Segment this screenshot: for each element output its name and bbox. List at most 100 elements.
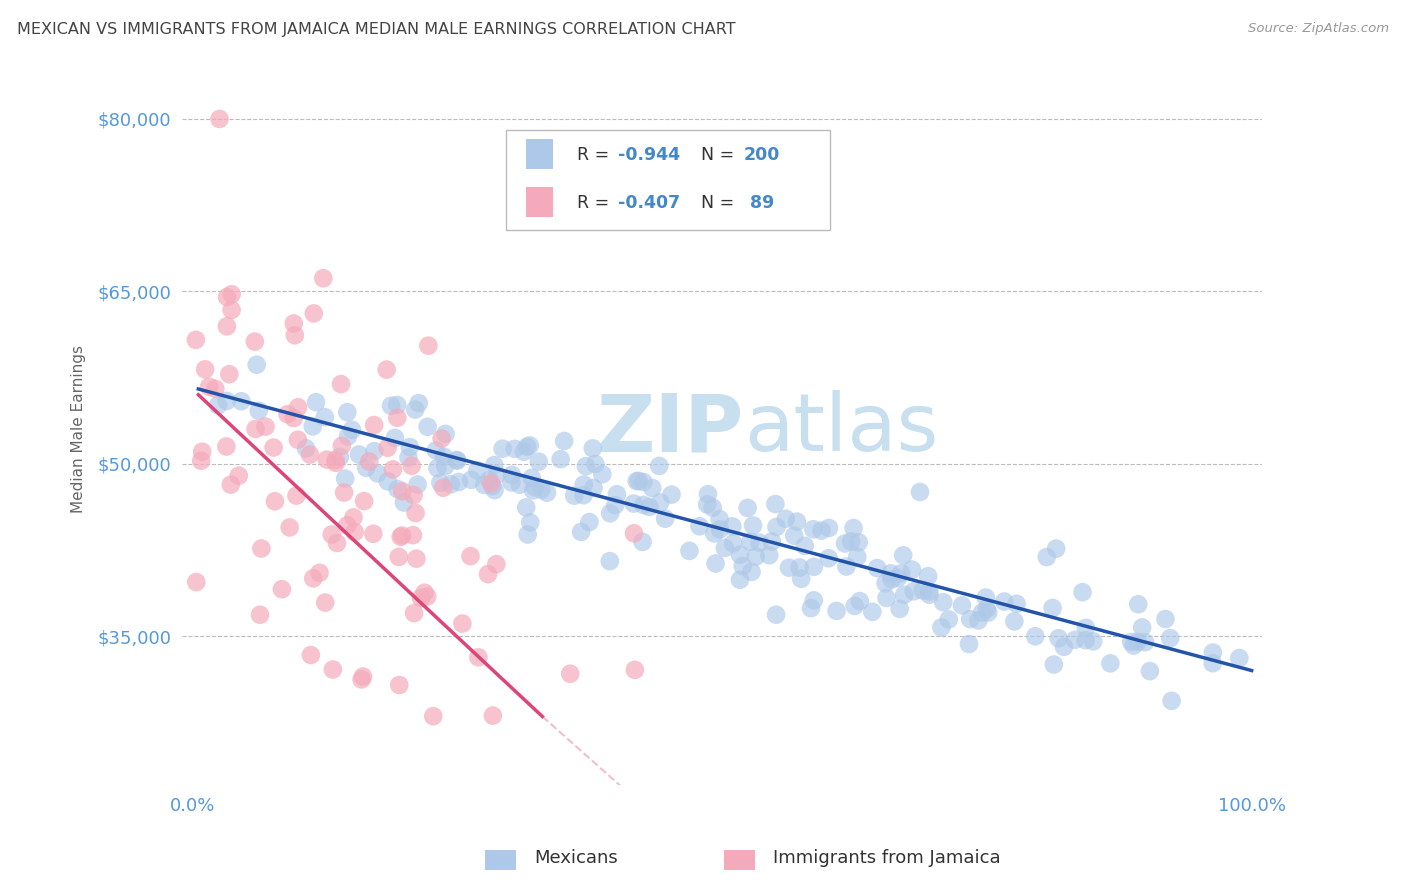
Point — [728, 573, 751, 587]
Point — [697, 487, 720, 501]
Point — [891, 549, 914, 563]
Point — [599, 506, 621, 520]
Point — [737, 500, 759, 515]
Point — [957, 637, 980, 651]
Point — [786, 515, 808, 529]
Point — [803, 559, 825, 574]
Point — [742, 518, 765, 533]
Point — [890, 566, 912, 581]
Point — [778, 560, 800, 574]
Point — [783, 529, 806, 543]
Point — [219, 477, 242, 491]
Point — [721, 536, 744, 550]
Point — [228, 468, 250, 483]
Point — [803, 593, 825, 607]
Point — [911, 583, 934, 598]
Point — [631, 535, 654, 549]
Point — [678, 544, 700, 558]
Point — [875, 576, 897, 591]
Point — [190, 453, 212, 467]
Point — [1042, 601, 1064, 615]
Point — [1227, 651, 1250, 665]
Point — [834, 536, 856, 550]
Point — [515, 500, 537, 515]
Point — [846, 549, 869, 564]
Point — [392, 495, 415, 509]
Point — [993, 594, 1015, 608]
Point — [377, 475, 399, 489]
Point — [849, 594, 872, 608]
Point — [336, 429, 359, 443]
FancyBboxPatch shape — [506, 130, 831, 230]
Point — [270, 582, 292, 597]
Point — [1002, 615, 1025, 629]
Point — [918, 584, 941, 599]
Point — [818, 521, 841, 535]
Point — [714, 541, 737, 555]
Point — [404, 402, 426, 417]
Point — [484, 458, 506, 472]
Point — [1154, 612, 1177, 626]
Point — [501, 467, 523, 482]
Point — [893, 588, 915, 602]
Point — [536, 485, 558, 500]
Point — [530, 483, 553, 497]
Point — [402, 606, 425, 620]
Point — [741, 565, 763, 579]
Point — [572, 477, 595, 491]
Point — [661, 487, 683, 501]
Point — [839, 534, 862, 549]
Point — [460, 549, 482, 563]
Point — [790, 572, 813, 586]
Point — [1024, 629, 1046, 643]
Point — [409, 591, 432, 605]
Point — [485, 558, 508, 572]
Point — [591, 467, 613, 482]
Point — [446, 453, 468, 467]
Point — [381, 462, 404, 476]
Point — [385, 398, 408, 412]
Point — [340, 423, 363, 437]
Point — [932, 595, 955, 609]
Point — [245, 422, 267, 436]
Point — [426, 461, 449, 475]
Point — [391, 528, 413, 542]
Point — [363, 418, 385, 433]
Point — [215, 319, 238, 334]
Point — [243, 334, 266, 349]
Point — [215, 290, 238, 304]
Point — [1071, 585, 1094, 599]
Point — [1133, 635, 1156, 649]
Point — [696, 498, 718, 512]
Point — [402, 488, 425, 502]
Point — [599, 554, 621, 568]
Point — [330, 377, 353, 392]
Point — [553, 434, 575, 448]
Point — [931, 620, 953, 634]
Point — [527, 455, 550, 469]
Point — [246, 358, 269, 372]
Point — [1139, 664, 1161, 678]
Point — [287, 433, 309, 447]
Point — [519, 516, 541, 530]
Point — [626, 474, 648, 488]
Point — [276, 407, 298, 421]
Point — [721, 519, 744, 533]
Text: atlas: atlas — [744, 390, 938, 468]
Point — [793, 539, 815, 553]
Point — [775, 512, 797, 526]
Point — [606, 487, 628, 501]
Point — [249, 607, 271, 622]
Point — [479, 476, 502, 491]
Point — [880, 573, 903, 587]
Point — [391, 484, 413, 499]
Point — [860, 605, 883, 619]
Point — [562, 489, 585, 503]
Text: MEXICAN VS IMMIGRANTS FROM JAMAICA MEDIAN MALE EARNINGS CORRELATION CHART: MEXICAN VS IMMIGRANTS FROM JAMAICA MEDIA… — [17, 22, 735, 37]
Point — [817, 551, 839, 566]
Point — [1005, 597, 1028, 611]
Point — [305, 395, 328, 409]
Point — [740, 534, 762, 549]
Point — [516, 527, 538, 541]
Point — [654, 511, 676, 525]
